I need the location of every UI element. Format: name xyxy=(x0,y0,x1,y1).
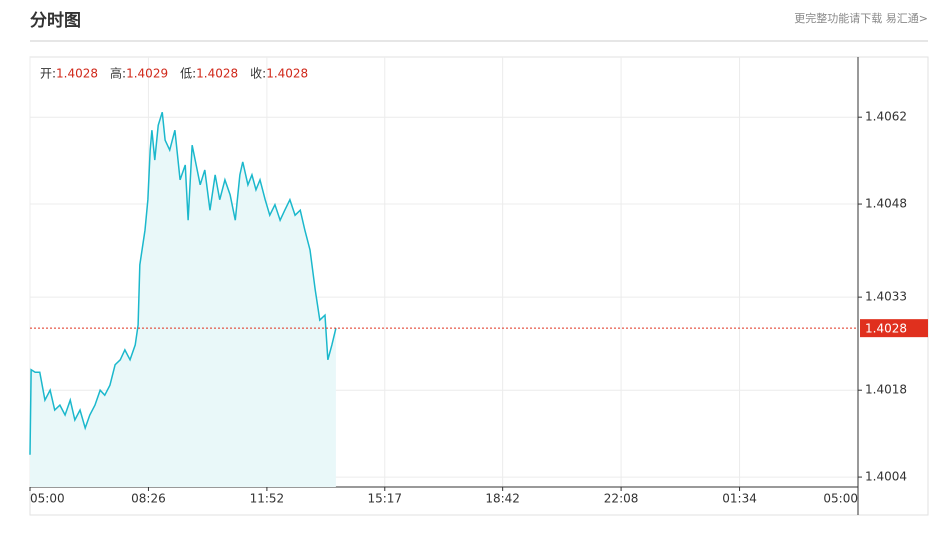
info-label: 开: xyxy=(40,67,56,81)
price-line xyxy=(29,112,337,455)
info-label: 收: xyxy=(250,67,266,81)
area xyxy=(30,112,336,487)
info-label: 高: xyxy=(110,66,126,81)
x-tick-label: 05:00 xyxy=(823,492,858,506)
y-tick-label: 1.4004 xyxy=(865,470,907,484)
x-tick-label: 08:26 xyxy=(131,492,166,506)
reference-label: 1.4028 xyxy=(865,322,907,336)
x-tick-label: 15:17 xyxy=(367,492,402,506)
y-tick-label: 1.4033 xyxy=(865,290,907,304)
y-tick-label: 1.4048 xyxy=(865,197,907,211)
x-tick-label: 22:08 xyxy=(604,492,639,506)
info-value: 1.4029 xyxy=(126,67,168,81)
info-value: 1.4028 xyxy=(196,67,238,81)
x-tick-label: 01:34 xyxy=(722,492,757,506)
chart-title: 分时图 xyxy=(30,11,81,31)
info-value: 1.4028 xyxy=(266,67,308,81)
reference-label-bg xyxy=(860,319,928,338)
x-tick-label: 05:00 xyxy=(30,492,65,506)
info-value: 1.4028 xyxy=(56,67,98,81)
x-tick-label: 18:42 xyxy=(485,492,520,506)
download-link[interactable]: 更完整功能请下载 易汇通> xyxy=(794,11,928,25)
y-tick-label: 1.4018 xyxy=(865,383,907,397)
x-tick-label: 11:52 xyxy=(250,492,285,506)
y-tick-label: 1.4062 xyxy=(865,110,907,124)
info-label: 低: xyxy=(180,67,196,81)
